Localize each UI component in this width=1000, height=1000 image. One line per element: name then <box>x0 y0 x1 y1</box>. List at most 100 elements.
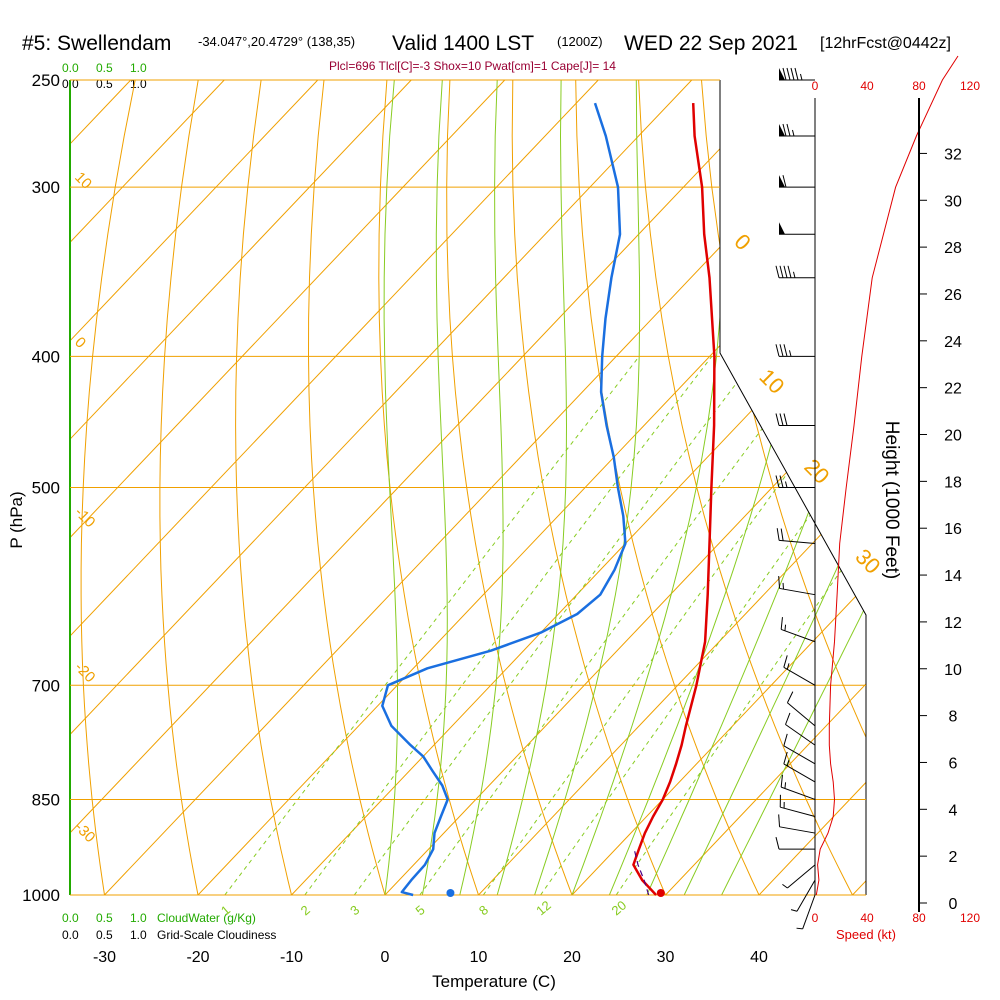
height-tick-label: 16 <box>944 521 962 538</box>
speed-scale-top-1: 40 <box>860 79 874 93</box>
dewpoint-profile <box>381 102 627 897</box>
valid-date: WED 22 Sep 2021 <box>624 32 798 55</box>
dry-adiabat <box>235 80 292 895</box>
temperature-tick-label: -20 <box>186 949 209 966</box>
height-tick-label: 32 <box>944 146 962 163</box>
station-coords: -34.047°,20.4729° (138,35) <box>198 34 355 49</box>
pressure-tick-label: 850 <box>32 790 60 809</box>
pressure-tick-label: 400 <box>32 347 60 366</box>
pressure-tick-label: 1000 <box>22 886 60 905</box>
wind-barb-full <box>790 67 795 81</box>
wind-barb-half <box>784 624 787 631</box>
parcel-path <box>633 849 650 896</box>
speed-scale-top-0: 0 <box>812 79 819 93</box>
moist-adiabat <box>534 80 641 895</box>
wind-barb-full <box>780 528 784 541</box>
speed-scale-bottom-2: 80 <box>912 911 926 925</box>
wind-barb-staff <box>787 864 816 889</box>
wind-barb <box>775 837 815 850</box>
wind-barb <box>780 617 816 643</box>
wind-barb-full <box>782 67 787 81</box>
speed-scale-top-3: 120 <box>960 79 980 93</box>
height-tick-label: 28 <box>944 240 962 257</box>
dry-adiabat <box>446 80 573 895</box>
isotherm-line <box>70 80 412 895</box>
sounding-parameters: Plcl=696 Tlcl[C]=-3 Shox=10 Pwat[cm]=1 C… <box>329 59 616 73</box>
wind-barb <box>779 175 815 188</box>
wind-barb-half <box>784 782 787 789</box>
y-axis-label: P (hPa) <box>7 491 26 548</box>
moist-adiabat <box>383 80 398 895</box>
wind-barb <box>776 528 816 545</box>
height-tick-label: 2 <box>949 849 958 866</box>
temperature-tick-label: 20 <box>563 949 581 966</box>
wind-barb <box>790 879 816 912</box>
mixing-ratio-label: 20 <box>609 898 630 919</box>
wind-barb <box>775 475 815 488</box>
wind-barb-staff <box>785 724 816 746</box>
valid-time: Valid 1400 LST <box>392 32 534 55</box>
wind-barb-half <box>800 73 803 81</box>
wind-barb-full <box>775 413 780 426</box>
station-title: #5: Swellendam <box>22 32 171 55</box>
surface-temperature-dot <box>656 889 665 897</box>
wind-barb-full <box>787 265 792 278</box>
wind-barb-half <box>786 663 790 670</box>
temperature-tick-label: 30 <box>657 949 675 966</box>
pressure-tick-label: 500 <box>32 479 60 498</box>
wind-barb-staff <box>781 786 816 800</box>
zulu-time: (1200Z) <box>557 34 603 49</box>
moist-adiabat <box>721 80 866 895</box>
wind-barb-full <box>783 265 788 278</box>
wind-barb-full <box>779 475 784 488</box>
wind-barb-staff <box>781 628 816 643</box>
wind-barb <box>775 413 815 427</box>
wind-barb-flag <box>779 175 785 188</box>
mixing-ratio-line <box>540 356 866 895</box>
mixing-ratio-label: 5 <box>413 902 428 918</box>
wind-barb-staff <box>779 826 816 834</box>
wind-barb-full <box>783 413 788 426</box>
wind-barb-full <box>778 814 781 827</box>
temperature-tick-label: 0 <box>381 949 390 966</box>
wind-barb <box>779 222 815 235</box>
pressure-tick-label: 300 <box>32 178 60 197</box>
isotherm-label: 0 <box>729 229 755 255</box>
dry-adiabat <box>826 80 866 895</box>
wind-barb-staff <box>779 539 816 545</box>
wind-barb-staff <box>783 745 816 765</box>
wind-barb <box>779 123 815 137</box>
wind-barb <box>779 794 816 817</box>
wind-barb-half <box>793 271 796 278</box>
wind-barb-staff <box>783 666 816 686</box>
dry-adiabat <box>511 80 666 895</box>
wind-barb <box>783 655 816 686</box>
isotherm-line <box>665 80 866 895</box>
x-axis-label: Temperature (C) <box>432 972 556 991</box>
moist-adiabat <box>646 80 866 895</box>
wind-barb-full <box>783 344 788 357</box>
wind-barb <box>775 344 815 357</box>
cloudiness-scale-bottom-2: 1.0 <box>130 928 147 942</box>
wind-barb <box>783 733 816 765</box>
isotherm-line <box>70 80 225 895</box>
wind-barb-full <box>779 413 784 426</box>
height-tick-label: 26 <box>944 287 962 304</box>
height-tick-label: 8 <box>949 709 958 726</box>
temperature-profile <box>632 103 716 896</box>
wind-barb-full <box>779 344 784 357</box>
temperature-tick-label: -10 <box>280 949 303 966</box>
wind-barb-full <box>783 733 788 746</box>
wind-barb-full <box>783 655 788 668</box>
height-tick-label: 12 <box>944 615 962 632</box>
wind-barb-full <box>782 123 787 137</box>
mixing-ratio-label: 2 <box>298 902 313 918</box>
isotherm-label: -10 <box>71 504 98 531</box>
cloudwater-scale-top-2: 1.0 <box>130 61 147 75</box>
pressure-tick-label: 250 <box>32 71 60 90</box>
cloudwater-scale-top-1: 0.5 <box>96 61 113 75</box>
mixing-ratio-line <box>615 356 866 895</box>
wind-barb-full <box>786 691 794 703</box>
wind-barb-staff <box>802 894 816 929</box>
wind-barb <box>782 864 816 889</box>
